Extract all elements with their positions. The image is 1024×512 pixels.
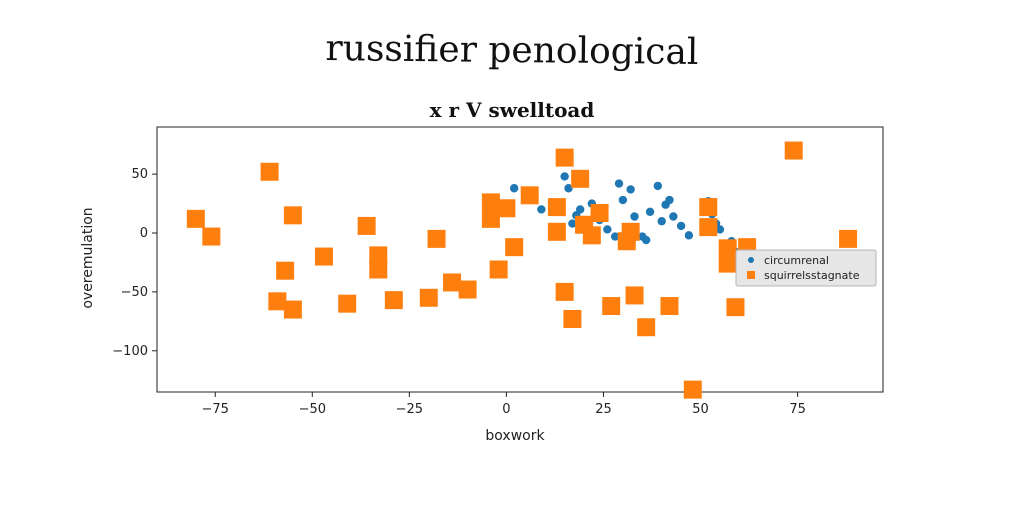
- scatter-point-squirrelsstagnate: [338, 294, 357, 313]
- scatter-point-squirrelsstagnate: [699, 198, 718, 217]
- y-tick-label: 50: [131, 167, 148, 182]
- scatter-point-circumrenal: [669, 212, 678, 221]
- scatter-point-squirrelsstagnate: [582, 226, 601, 245]
- x-axis: −75 −50 −25 0 25 50 75: [202, 392, 806, 417]
- scatter-point-circumrenal: [537, 205, 546, 214]
- scatter-point-squirrelsstagnate: [202, 227, 221, 246]
- scatter-point-squirrelsstagnate: [547, 198, 566, 217]
- scatter-point-squirrelsstagnate: [699, 218, 718, 237]
- scatter-point-squirrelsstagnate: [547, 222, 566, 241]
- scatter-point-squirrelsstagnate: [621, 222, 640, 241]
- scatter-point-squirrelsstagnate: [520, 186, 539, 205]
- scatter-point-squirrelsstagnate: [555, 282, 574, 301]
- x-tick-label: 0: [502, 402, 510, 417]
- scatter-point-circumrenal: [614, 179, 624, 188]
- scatter-point-squirrelsstagnate: [590, 203, 609, 222]
- x-tick-label: 25: [595, 402, 612, 417]
- scatter-point-squirrelsstagnate: [357, 216, 376, 235]
- scatter-point-squirrelsstagnate: [314, 247, 333, 266]
- scatter-point-squirrelsstagnate: [419, 288, 438, 307]
- scatter-point-squirrelsstagnate: [718, 254, 737, 273]
- scatter-point-squirrelsstagnate: [489, 260, 508, 279]
- scatter-point-squirrelsstagnate: [427, 229, 446, 248]
- scatter-point-squirrelsstagnate: [443, 273, 462, 292]
- x-axis-label: boxwork: [485, 428, 545, 444]
- y-tick-label: 0: [140, 226, 148, 241]
- scatter-point-circumrenal: [610, 232, 620, 241]
- scatter-point-squirrelsstagnate: [283, 300, 302, 319]
- scatter-point-circumrenal: [626, 185, 635, 194]
- x-tick-label: 50: [692, 402, 709, 417]
- scatter-point-circumrenal: [676, 221, 686, 231]
- scatter-point-squirrelsstagnate: [726, 298, 745, 317]
- y-axis: −100 −50 0 50: [112, 167, 157, 359]
- scatter-point-squirrelsstagnate: [268, 292, 287, 311]
- scatter-point-circumrenal: [630, 212, 639, 221]
- scatter-point-circumrenal: [575, 205, 585, 214]
- scatter-point-squirrelsstagnate: [283, 206, 302, 225]
- scatter-point-squirrelsstagnate: [260, 162, 279, 181]
- scatter-point-squirrelsstagnate: [683, 380, 702, 399]
- scatter-point-squirrelsstagnate: [458, 280, 477, 299]
- scatter-point-circumrenal: [684, 231, 694, 240]
- legend-box: [735, 249, 877, 287]
- scatter-point-squirrelsstagnate: [637, 318, 656, 337]
- legend-label-squirrelsstagnate: squirrelsstagnate: [764, 269, 860, 282]
- scatter-point-squirrelsstagnate: [369, 246, 388, 265]
- scatter-point-squirrelsstagnate: [839, 229, 858, 248]
- scatter-point-squirrelsstagnate: [505, 238, 524, 257]
- scatter-point-squirrelsstagnate: [563, 309, 582, 328]
- scatter-point-circumrenal: [653, 181, 663, 191]
- scatter-point-squirrelsstagnate: [384, 291, 403, 310]
- y-axis-label: overemulation: [80, 207, 96, 308]
- legend-marker-circumrenal: [748, 257, 754, 263]
- plot-frame: [156, 126, 884, 393]
- scatter-point-circumrenal: [665, 195, 674, 205]
- scatter-point-circumrenal: [603, 225, 612, 234]
- x-tick-label: −75: [202, 402, 229, 417]
- plot-area-border: [156, 126, 884, 393]
- scatter-point-circumrenal: [715, 225, 725, 234]
- legend: circumrenal squirrelsstagnate: [735, 249, 877, 287]
- scatter-point-squirrelsstagnate: [481, 193, 500, 212]
- scatter-point-circumrenal: [645, 207, 655, 216]
- legend-marker-squirrelsstagnate: [747, 271, 755, 279]
- scatter-point-squirrelsstagnate: [481, 209, 500, 228]
- scatter-point-circumrenal: [618, 195, 628, 205]
- scatter-point-squirrelsstagnate: [718, 239, 737, 258]
- x-tick-label: −25: [396, 402, 423, 417]
- data-points: [186, 141, 858, 399]
- x-tick-label: 75: [789, 402, 806, 417]
- scatter-point-squirrelsstagnate: [625, 286, 644, 305]
- scatter-point-circumrenal: [568, 219, 577, 228]
- scatter-point-squirrelsstagnate: [276, 261, 295, 280]
- scatter-point-circumrenal: [641, 235, 651, 245]
- scatter-point-circumrenal: [657, 217, 666, 226]
- scatter-point-squirrelsstagnate: [186, 209, 205, 228]
- scatter-point-squirrelsstagnate: [571, 169, 590, 188]
- scatter-point-squirrelsstagnate: [602, 297, 621, 316]
- scatter-point-circumrenal: [560, 172, 569, 181]
- scatter-point-squirrelsstagnate: [784, 141, 803, 160]
- scatter-point-squirrelsstagnate: [555, 148, 574, 167]
- x-tick-label: −50: [299, 402, 326, 417]
- scatter-point-squirrelsstagnate: [497, 199, 516, 218]
- scatter-point-squirrelsstagnate: [369, 260, 388, 279]
- y-tick-label: −50: [121, 285, 148, 300]
- scatter-point-circumrenal: [509, 184, 519, 193]
- scatter-point-squirrelsstagnate: [660, 297, 679, 316]
- chart-title: x r V swelltoad: [429, 98, 595, 122]
- legend-label-circumrenal: circumrenal: [764, 254, 829, 267]
- y-tick-label: −100: [112, 344, 148, 359]
- scatter-point-circumrenal: [564, 184, 573, 193]
